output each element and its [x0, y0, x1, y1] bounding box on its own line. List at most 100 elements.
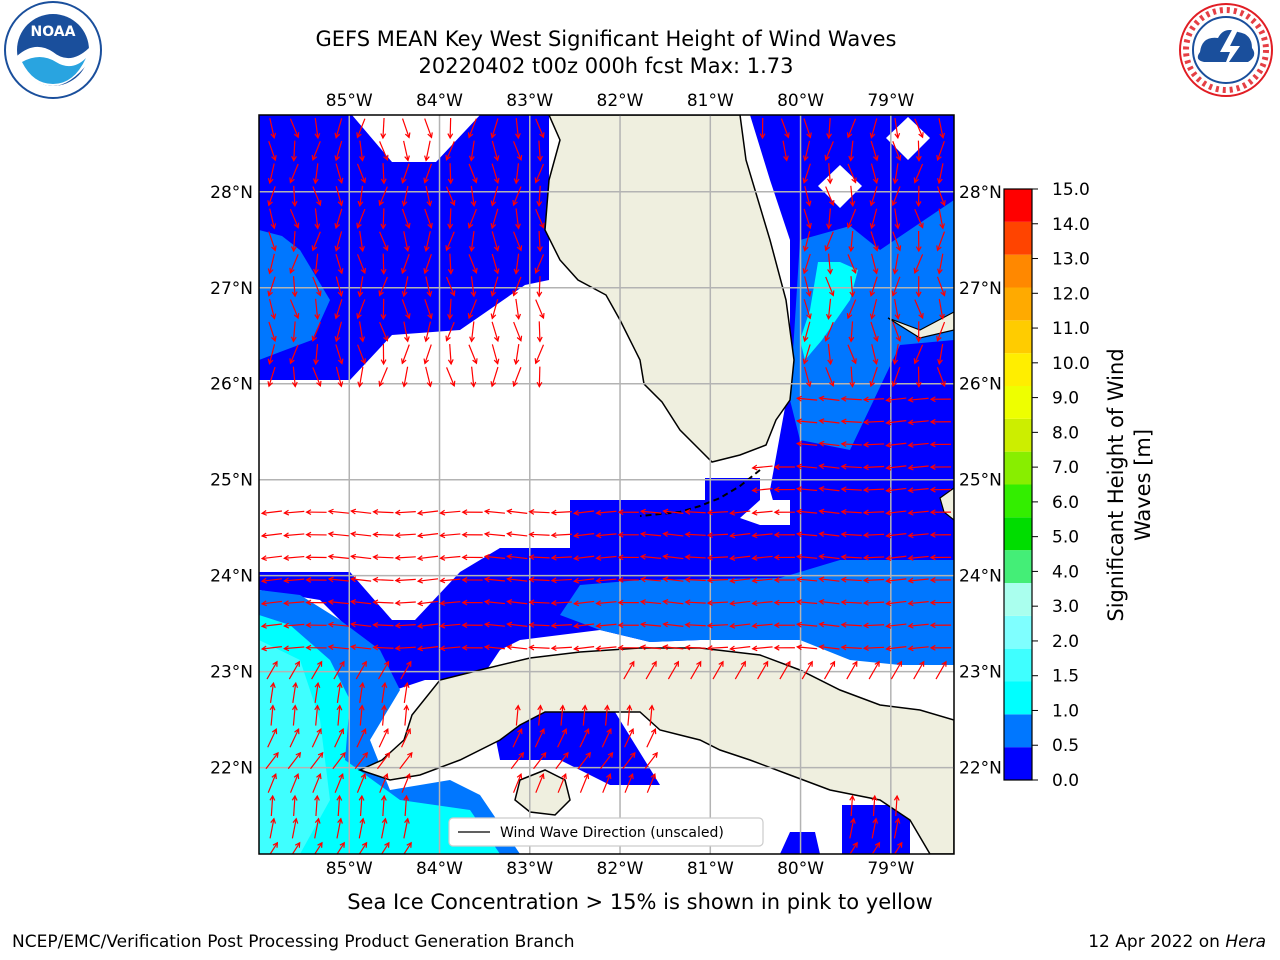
- wave-direction-arrow: [356, 163, 367, 184]
- wave-direction-arrow: [515, 298, 522, 320]
- wave-direction-arrow: [840, 463, 862, 470]
- wave-direction-arrow: [684, 508, 706, 515]
- wave-direction-arrow: [840, 599, 862, 606]
- wave-direction-arrow: [491, 163, 500, 184]
- wave-direction-arrow: [869, 186, 878, 207]
- wave-direction-arrow: [314, 298, 321, 320]
- wave-direction-arrow: [646, 728, 657, 748]
- wave-direction-arrow: [929, 486, 952, 493]
- wave-direction-arrow: [936, 231, 946, 252]
- wave-direction-arrow: [513, 321, 523, 342]
- colorbar-tick-label: 6.0: [1052, 493, 1079, 513]
- wave-direction-arrow: [818, 621, 840, 628]
- wave-direction-arrow: [885, 464, 907, 471]
- wave-direction-arrow: [334, 728, 345, 748]
- colorbar-tick-label: 1.0: [1052, 701, 1079, 721]
- wave-direction-arrow: [461, 554, 483, 561]
- wave-direction-arrow: [846, 299, 857, 320]
- wave-direction-arrow: [483, 553, 506, 560]
- wave-direction-arrow: [795, 553, 818, 560]
- wave-direction-arrow: [356, 118, 366, 139]
- wave-direction-arrow: [381, 704, 387, 726]
- wave-direction-arrow: [283, 532, 305, 539]
- wave-direction-arrow: [372, 599, 394, 606]
- wave-direction-arrow: [290, 321, 297, 343]
- wave-direction-arrow: [260, 600, 283, 607]
- wave-direction-arrow: [355, 660, 367, 680]
- wave-direction-arrow: [267, 344, 276, 365]
- wave-direction-arrow: [617, 531, 639, 538]
- wave-direction-arrow: [491, 231, 500, 252]
- wave-direction-arrow: [645, 660, 657, 680]
- wave-direction-arrow: [513, 344, 520, 366]
- wave-direction-arrow: [283, 622, 305, 629]
- wave-direction-arrow: [550, 554, 572, 561]
- wave-direction-arrow: [491, 344, 500, 365]
- lon-label-bottom: 82°W: [597, 859, 644, 879]
- wave-direction-arrow: [802, 163, 811, 184]
- wave-direction-arrow: [289, 728, 300, 748]
- wave-direction-arrow: [528, 621, 550, 628]
- wave-direction-arrow: [915, 185, 922, 208]
- wave-direction-arrow: [401, 208, 411, 230]
- map-legend: Wind Wave Direction (unscaled): [448, 817, 764, 847]
- wave-direction-arrow: [573, 532, 595, 539]
- wave-direction-arrow: [378, 367, 388, 387]
- wave-direction-arrow: [350, 599, 372, 605]
- wave-direction-arrow: [662, 621, 684, 628]
- wave-direction-arrow: [849, 817, 856, 839]
- wave-direction-arrow: [483, 599, 506, 605]
- wave-direction-arrow: [894, 208, 901, 230]
- wave-direction-arrow: [379, 772, 389, 793]
- wave-direction-arrow: [394, 600, 416, 606]
- wave-direction-arrow: [311, 141, 321, 162]
- wave-direction-arrow: [862, 532, 885, 539]
- wave-direction-arrow: [938, 208, 945, 230]
- wave-direction-arrow: [550, 577, 572, 584]
- wave-height-1.5-2.0-region: [259, 640, 330, 854]
- wave-direction-arrow: [447, 163, 454, 185]
- wave-direction-arrow: [893, 817, 901, 839]
- wave-direction-arrow: [537, 704, 544, 726]
- wave-direction-arrow: [312, 772, 322, 793]
- wave-direction-arrow: [357, 344, 367, 365]
- wave-direction-arrow: [403, 794, 410, 817]
- wave-direction-arrow: [759, 117, 766, 140]
- lat-label-left: 25°N: [210, 471, 253, 491]
- wave-direction-arrow: [818, 576, 840, 583]
- wave-direction-arrow: [662, 531, 684, 538]
- wave-direction-arrow: [506, 621, 528, 628]
- wave-direction-arrow: [439, 600, 461, 607]
- wave-direction-arrow: [751, 645, 773, 652]
- wave-direction-arrow: [706, 622, 729, 629]
- wave-direction-arrow: [350, 531, 372, 538]
- wave-direction-arrow: [885, 600, 907, 607]
- wave-direction-arrow: [380, 208, 387, 230]
- wave-direction-arrow: [350, 576, 372, 583]
- wave-direction-arrow: [907, 622, 929, 629]
- wave-direction-arrow: [536, 321, 543, 343]
- wave-direction-arrow: [869, 366, 878, 388]
- wave-direction-arrow: [573, 600, 595, 607]
- wave-direction-arrow: [332, 751, 346, 770]
- wave-direction-arrow: [512, 367, 522, 388]
- wave-direction-arrow: [483, 644, 506, 651]
- wave-direction-arrow: [639, 644, 662, 651]
- wave-direction-arrow: [269, 704, 276, 726]
- wave-direction-arrow: [336, 704, 343, 726]
- wave-direction-arrow: [840, 621, 862, 628]
- wave-direction-arrow: [706, 509, 729, 516]
- wave-direction-arrow: [779, 660, 791, 680]
- wave-direction-arrow: [622, 751, 636, 770]
- wave-direction-arrow: [394, 577, 416, 584]
- wave-direction-arrow: [314, 704, 321, 726]
- wave-direction-arrow: [892, 141, 902, 162]
- wave-direction-arrow: [602, 772, 612, 793]
- wave-direction-arrow: [310, 751, 324, 770]
- wave-direction-arrow: [447, 343, 454, 366]
- lat-label-right: 26°N: [959, 375, 1002, 395]
- wave-direction-arrow: [416, 555, 439, 562]
- wave-direction-arrow: [825, 367, 835, 388]
- wave-direction-arrow: [870, 163, 879, 185]
- wave-direction-arrow: [773, 577, 795, 583]
